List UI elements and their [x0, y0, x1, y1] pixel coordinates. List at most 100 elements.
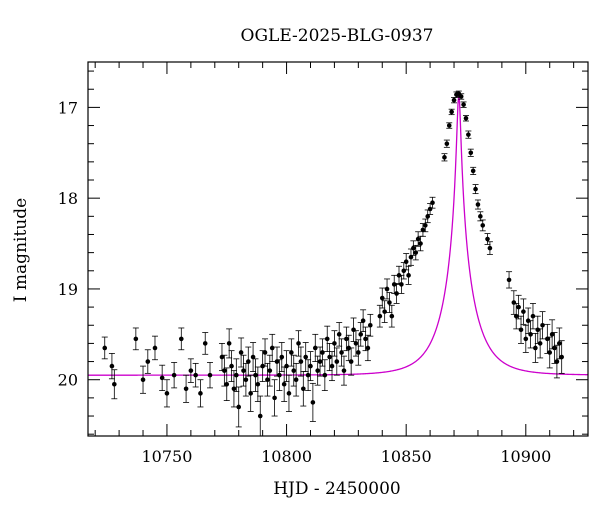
data-marker [152, 345, 158, 351]
data-marker [480, 223, 486, 228]
data-marker [528, 332, 533, 337]
data-point [532, 333, 539, 363]
data-marker [109, 363, 115, 369]
data-marker [324, 336, 330, 342]
data-marker [408, 254, 414, 260]
data-marker [291, 368, 297, 373]
data-marker [348, 359, 354, 364]
data-point [257, 395, 264, 436]
data-point [479, 219, 486, 232]
data-marker [506, 277, 512, 283]
data-point [324, 325, 331, 352]
data-marker [284, 363, 289, 369]
data-point [307, 351, 314, 382]
data-point [506, 271, 513, 289]
data-point [405, 265, 412, 285]
data-point [551, 332, 558, 364]
data-point [293, 362, 300, 397]
data-point [477, 211, 484, 222]
data-marker [253, 372, 258, 378]
data-point [348, 347, 355, 376]
data-marker [394, 291, 399, 296]
data-point [132, 327, 139, 351]
data-point [233, 358, 240, 392]
data-point [163, 379, 170, 408]
data-point [271, 379, 278, 417]
data-point [283, 350, 290, 382]
data-marker [516, 304, 521, 310]
data-point [393, 283, 400, 304]
data-marker [344, 336, 349, 342]
data-marker [356, 350, 361, 355]
data-marker [478, 214, 483, 219]
data-marker [353, 341, 359, 346]
data-marker [243, 377, 249, 383]
data-point [207, 362, 214, 389]
data-point [183, 374, 190, 403]
data-point [144, 349, 151, 374]
data-marker [401, 268, 407, 274]
data-point [352, 330, 359, 357]
data-marker [511, 300, 517, 305]
data-point [312, 333, 319, 362]
data-point [462, 115, 469, 122]
data-point [381, 300, 388, 323]
x-tick-label: 10800 [261, 447, 312, 466]
data-point [192, 362, 199, 388]
data-marker [312, 345, 318, 351]
data-marker [277, 372, 282, 378]
data-marker [406, 273, 411, 278]
y-tick-label: 20 [58, 371, 78, 390]
data-marker [301, 386, 306, 392]
data-point [319, 338, 326, 367]
data-marker [463, 115, 469, 121]
data-point [197, 379, 204, 408]
data-marker [248, 391, 253, 396]
x-axis-label: HJD - 2450000 [273, 479, 401, 499]
data-marker [279, 354, 285, 360]
data-marker [322, 372, 328, 378]
data-marker [102, 345, 108, 351]
data-marker [451, 97, 457, 103]
data-marker [289, 350, 294, 355]
data-point [529, 303, 536, 330]
data-marker [535, 327, 541, 333]
data-point [376, 304, 383, 328]
data-marker [523, 336, 529, 342]
data-marker [399, 282, 404, 287]
data-point [108, 352, 115, 380]
data-marker [461, 102, 466, 107]
data-marker [222, 368, 227, 373]
data-marker [198, 391, 203, 396]
data-marker [257, 413, 263, 419]
data-marker [418, 241, 423, 246]
data-marker [171, 372, 177, 378]
data-point [446, 122, 453, 129]
data-marker [365, 345, 371, 351]
data-point [151, 335, 158, 361]
data-point [558, 340, 565, 374]
data-marker [112, 381, 117, 387]
y-tick-label: 17 [58, 98, 78, 117]
data-marker [281, 381, 287, 387]
data-point [451, 97, 458, 104]
data-point [202, 332, 209, 355]
data-point [343, 326, 350, 352]
data-marker [231, 386, 237, 392]
data-marker [202, 341, 208, 346]
data-point [247, 374, 254, 412]
data-point [321, 359, 328, 392]
data-marker [265, 377, 270, 383]
data-marker [188, 368, 194, 373]
data-marker [140, 377, 146, 383]
data-marker [513, 313, 519, 319]
model-curve [88, 93, 588, 376]
data-marker [387, 300, 392, 305]
data-point [527, 320, 534, 349]
data-marker [470, 168, 476, 174]
data-marker [351, 327, 356, 333]
data-point [340, 355, 347, 386]
data-marker [320, 350, 325, 355]
data-marker [423, 223, 428, 228]
